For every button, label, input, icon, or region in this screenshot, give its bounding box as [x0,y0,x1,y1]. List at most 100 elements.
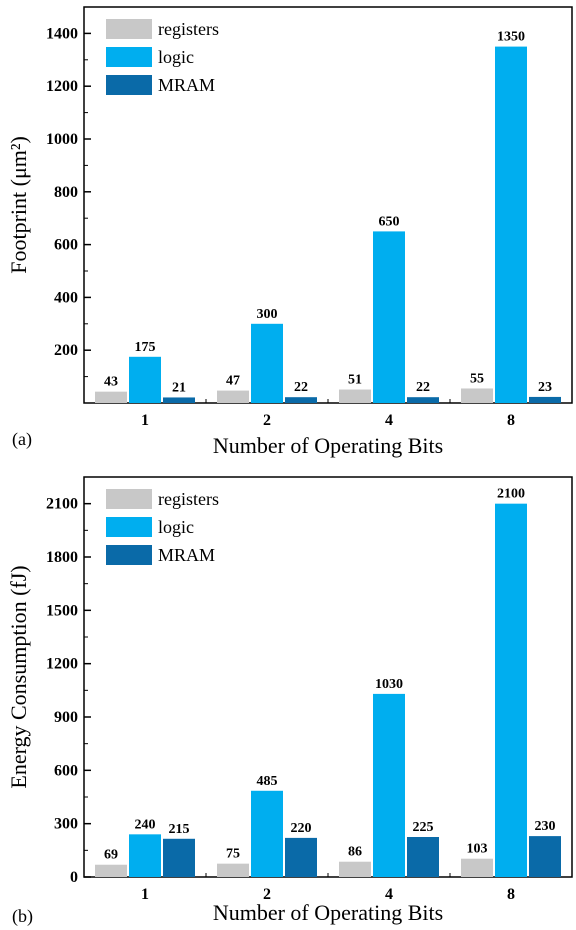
y-ticks: 200 400 600 800 1000 1200 1400 [46,25,91,378]
panel-b: 0 300 600 900 1200 1500 1800 2100 1 2 4 8 69 240 215… [6,476,573,927]
legend-label: registers [158,19,219,39]
bar-registers [461,858,493,877]
y-axis-label: Energy Consumption (fJ) [6,565,31,788]
bar-value-label: 69 [104,848,118,863]
bar-value-label: 21 [172,380,186,395]
bar-registers [95,864,127,877]
legend-swatch-MRAM [106,75,152,95]
panel-label: (a) [12,429,32,450]
y-tick-label: 900 [54,709,78,726]
legend-swatch-registers [106,489,152,509]
y-tick-label: 400 [54,289,78,306]
bar-value-label: 220 [291,821,312,836]
bar-registers [461,388,493,403]
x-axis-label: Number of Operating Bits [213,433,443,458]
bar-value-label: 86 [348,845,362,860]
x-tick-label: 4 [385,412,393,429]
y-tick-label: 1500 [46,602,78,619]
bar-registers [339,389,371,403]
bar-value-label: 1030 [375,677,403,692]
y-tick-label: 1000 [46,131,78,148]
bar-logic [373,693,405,877]
legend: registers logic MRAM [106,489,219,565]
legend-label: logic [158,517,194,537]
bar-registers [95,391,127,403]
y-tick-label: 1800 [46,549,78,566]
bar-MRAM [529,836,561,877]
panel-a: 200 400 600 800 1000 1200 1400 1 2 4 8 43 175 21 47 3… [6,6,573,458]
bar-logic [129,834,161,877]
bar-logic [495,46,527,403]
bar-value-label: 51 [348,373,362,388]
bar-value-label: 23 [538,380,552,395]
bars: 69 240 215 75 485 220 86 1030 225 103 2100 230 [95,487,561,877]
bar-MRAM [407,397,439,403]
x-tick-label: 2 [263,886,271,903]
x-tick-label: 8 [507,886,515,903]
bar-logic [495,503,527,877]
x-tick-label: 4 [385,886,393,903]
bar-MRAM [529,396,561,403]
bar-value-label: 2100 [497,487,525,502]
bar-value-label: 650 [379,214,400,229]
bar-logic [373,231,405,403]
bars: 43 175 21 47 300 22 51 650 22 55 1350 23 [95,30,561,403]
bar-MRAM [407,837,439,877]
bar-MRAM [285,837,317,877]
legend-label: logic [158,47,194,67]
bar-MRAM [163,397,195,403]
y-tick-label: 800 [54,184,78,201]
bar-value-label: 240 [135,817,156,832]
bar-logic [129,356,161,403]
legend-label: MRAM [158,75,215,95]
bar-value-label: 1350 [497,30,525,45]
bar-registers [217,390,249,403]
bar-value-label: 300 [257,307,278,322]
legend-label: registers [158,489,219,509]
x-tick-label: 2 [263,412,271,429]
bar-value-label: 175 [135,340,156,355]
bar-logic [251,323,283,403]
bar-value-label: 47 [226,374,240,389]
y-tick-label: 1200 [46,656,78,673]
bar-value-label: 230 [535,819,556,834]
x-tick-label: 1 [141,886,149,903]
bar-value-label: 43 [104,375,118,390]
bar-MRAM [163,838,195,877]
panel-label: (b) [12,906,33,927]
y-tick-label: 200 [54,342,78,359]
y-tick-label: 600 [54,237,78,254]
x-tick-label: 8 [507,412,515,429]
y-ticks: 0 300 600 900 1200 1500 1800 2100 [46,496,91,886]
bar-value-label: 103 [467,842,488,857]
bar-value-label: 215 [169,822,190,837]
bar-value-label: 225 [413,820,434,835]
x-tick-label: 1 [141,412,149,429]
bar-registers [217,863,249,877]
legend-swatch-logic [106,517,152,537]
bar-value-label: 22 [416,380,430,395]
legend-swatch-logic [106,47,152,67]
y-axis-label: Footprint (μm²) [6,136,31,274]
y-tick-label: 0 [70,869,78,886]
y-tick-label: 1400 [46,25,78,42]
bar-value-label: 22 [294,380,308,395]
legend-swatch-MRAM [106,545,152,565]
x-ticks: 1 2 4 8 [141,871,515,903]
y-tick-label: 600 [54,762,78,779]
y-tick-label: 2100 [46,496,78,513]
bar-value-label: 55 [470,371,484,386]
x-ticks: 1 2 4 8 [141,397,515,429]
bar-value-label: 75 [226,847,240,862]
legend-label: MRAM [158,545,215,565]
bar-MRAM [285,397,317,403]
legend-swatch-registers [106,19,152,39]
bar-logic [251,790,283,877]
legend: registers logic MRAM [106,19,219,95]
y-tick-label: 300 [54,816,78,833]
bar-registers [339,861,371,877]
y-tick-label: 1200 [46,78,78,95]
bar-value-label: 485 [257,774,278,789]
x-axis-label: Number of Operating Bits [213,900,443,925]
